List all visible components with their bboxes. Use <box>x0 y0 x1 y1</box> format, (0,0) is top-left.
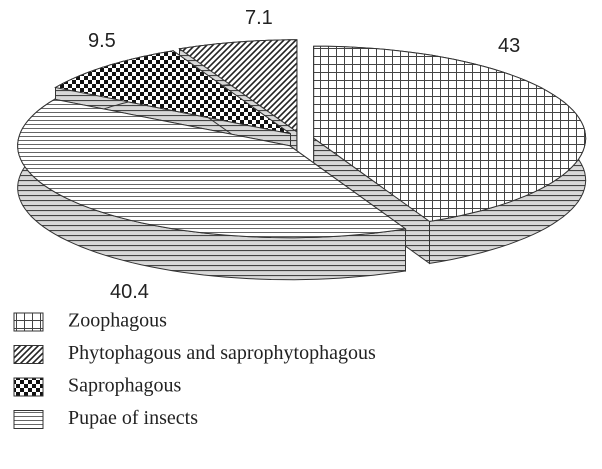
legend-label: Phytophagous and saprophytophagous <box>68 342 376 364</box>
data-label: 9.5 <box>88 30 116 52</box>
slice-top <box>17 98 407 239</box>
legend-swatch <box>13 345 44 364</box>
slice-top <box>178 39 298 133</box>
legend-label: Pupae of insects <box>68 407 198 429</box>
legend-label: Saprophagous <box>68 375 182 397</box>
legend-swatch <box>13 312 44 332</box>
slice <box>17 98 407 281</box>
data-label: 7.1 <box>245 7 273 29</box>
slice-top <box>313 45 587 222</box>
slice <box>313 45 587 265</box>
data-label: 40.4 <box>110 281 149 303</box>
legend-swatch <box>13 410 44 429</box>
slice-top <box>54 50 291 135</box>
legend-label: Zoophagous <box>68 310 167 332</box>
data-label: 43 <box>498 35 520 57</box>
legend-swatch <box>13 377 44 397</box>
